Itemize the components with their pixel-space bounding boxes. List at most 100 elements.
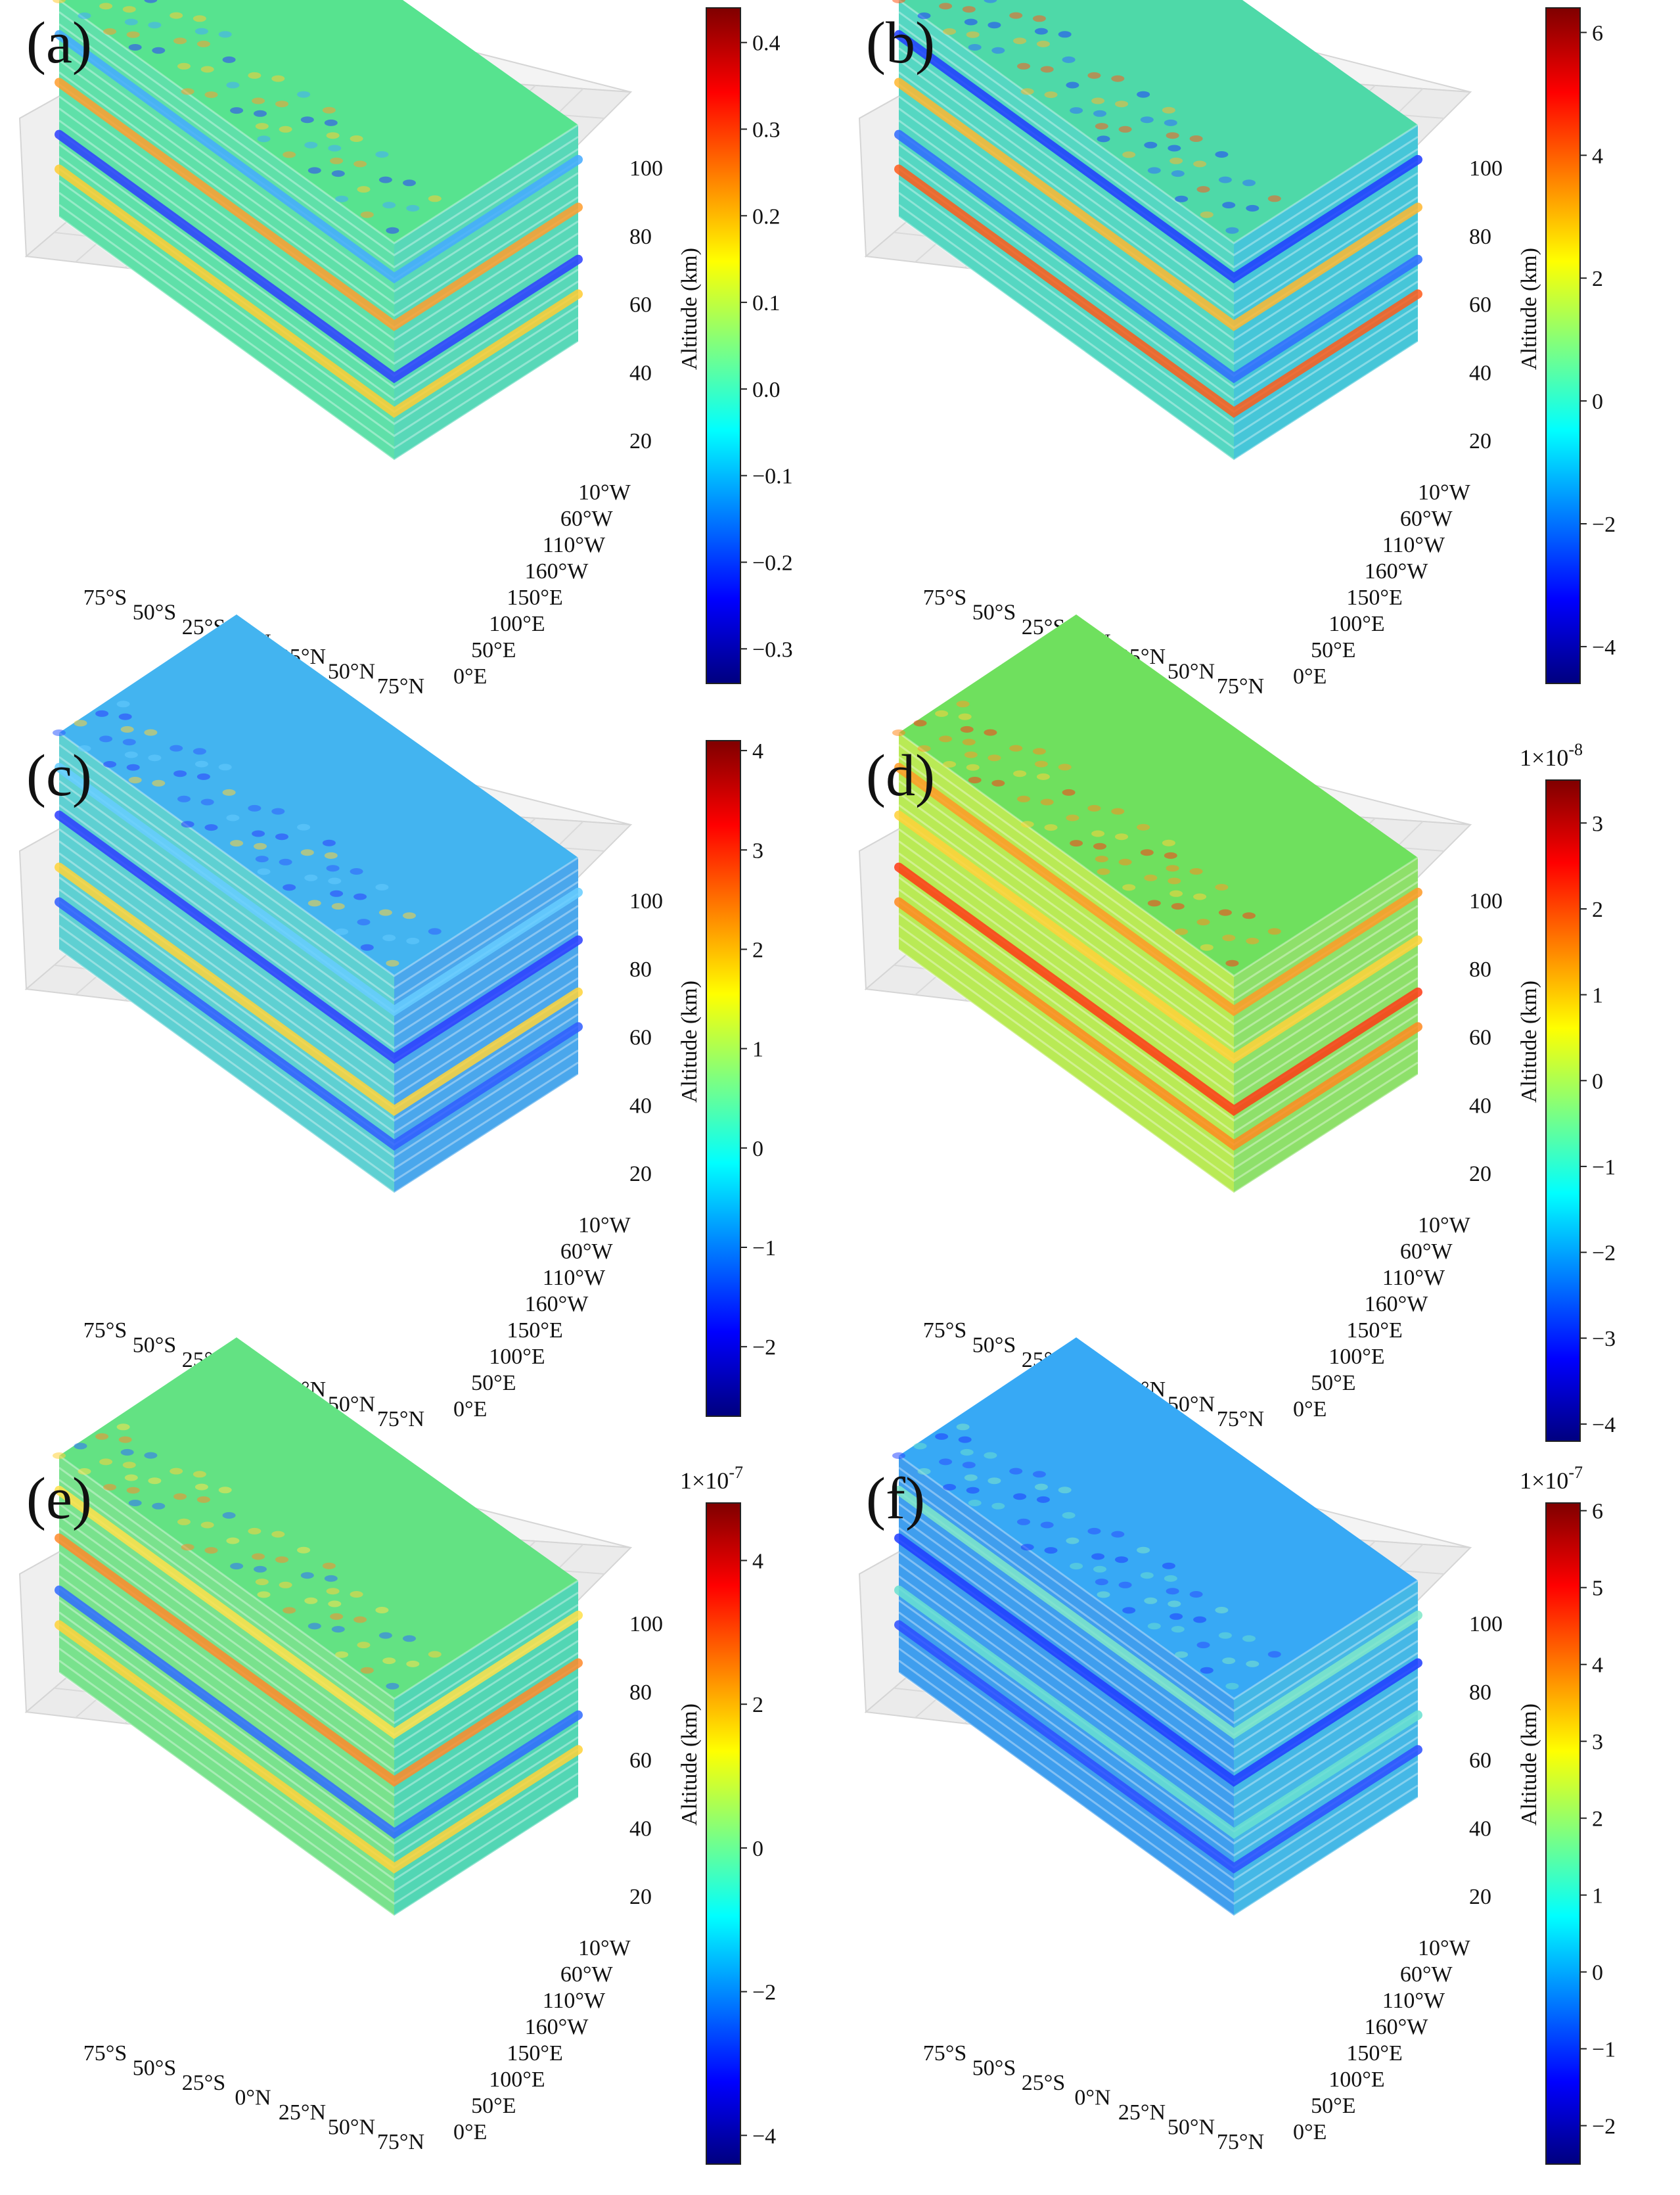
cube-right-face — [394, 125, 578, 460]
speckle — [962, 739, 976, 746]
colorbar-tick-label: 0.4 — [752, 32, 781, 56]
panel-label: (a) — [26, 11, 92, 76]
layer-stripe — [58, 216, 579, 461]
colorbar-tick-label: −2 — [1592, 513, 1616, 537]
speckle — [1122, 884, 1136, 891]
speckle — [1193, 893, 1207, 900]
speckle — [1034, 760, 1048, 768]
colorbar-tick-label: 4 — [1592, 1653, 1603, 1678]
lon-tick-label: 0°E — [1293, 2120, 1327, 2144]
speckle — [1020, 1544, 1034, 1551]
speckle — [254, 1565, 267, 1573]
speckle — [353, 893, 367, 900]
layer-stripe — [898, 1648, 1419, 1893]
speckle — [126, 1487, 140, 1494]
colorbar-tick-label: 0 — [1592, 1069, 1603, 1094]
speckle — [1175, 928, 1189, 935]
speckle — [968, 1500, 982, 1506]
speckle — [304, 1597, 318, 1604]
speckle — [1020, 821, 1034, 828]
layer-stripe — [898, 59, 1419, 305]
speckle — [128, 777, 142, 783]
layer-stripe — [898, 948, 1419, 1194]
lat-tick-label: 50°S — [133, 601, 177, 625]
speckle — [226, 81, 240, 89]
colorbar-tick-label: 0.2 — [752, 204, 781, 229]
colorbar-tick-label: 0.1 — [752, 291, 781, 315]
altitude-tick-label: 20 — [629, 1162, 652, 1186]
speckle — [297, 823, 311, 831]
speckle — [193, 15, 206, 22]
speckle — [1168, 877, 1181, 885]
speckle — [1144, 874, 1158, 881]
highlight-band — [894, 164, 1422, 418]
layer-stripe — [58, 936, 579, 1182]
lon-tick-label: 0°E — [1293, 664, 1327, 689]
speckle — [939, 3, 953, 10]
altitude-tick-label: 60 — [1469, 293, 1491, 317]
speckle — [53, 0, 66, 3]
speckle — [1242, 1635, 1256, 1642]
altitude-tick-label: 20 — [629, 429, 652, 453]
speckle — [1189, 868, 1203, 875]
speckle — [173, 770, 187, 777]
speckle — [1034, 28, 1048, 35]
speckle — [124, 18, 138, 26]
multiplier-exponent: -7 — [729, 1463, 743, 1482]
layer-stripe — [898, 120, 1419, 365]
speckle — [322, 106, 336, 114]
speckle — [252, 830, 265, 837]
altitude-axis: 20 40 60 80 100 Altitude (km) — [629, 1612, 702, 1909]
speckle — [1044, 91, 1058, 99]
speckle — [939, 1458, 953, 1466]
lon-tick-label: 160°W — [1365, 1292, 1429, 1316]
colorbar-gradient — [1545, 779, 1581, 1442]
lon-tick-label: 160°W — [1365, 559, 1429, 584]
panel-b: 75°S50°S25°S0°N25°N50°N75°N0°E50°E100°E1… — [858, 0, 1616, 699]
speckle — [1070, 107, 1083, 114]
speckle — [331, 170, 345, 177]
speckle — [1215, 1607, 1229, 1613]
speckle — [1017, 1518, 1030, 1525]
highlight-band — [55, 30, 583, 284]
speckle — [196, 1496, 210, 1503]
data-cube — [892, 0, 1422, 461]
speckle — [988, 754, 1001, 762]
layer-stripe — [898, 47, 1419, 293]
speckle — [283, 1607, 296, 1614]
cube-right-face — [1234, 1581, 1418, 1916]
lon-tick-label: 50°E — [1311, 2094, 1355, 2118]
cube-top-face — [899, 0, 1418, 243]
layer-stripe — [58, 840, 579, 1086]
colorbar-tick-label: −1 — [1592, 1155, 1616, 1180]
altitude-axis: 20 40 60 80 100 Altitude (km) — [1469, 1612, 1541, 1909]
speckle — [353, 1616, 367, 1623]
speckle — [943, 28, 957, 35]
lat-tick-label: 75°N — [377, 2130, 424, 2154]
speckle — [170, 745, 183, 752]
lon-tick-label: 160°W — [525, 1292, 589, 1316]
speckle — [307, 900, 321, 907]
speckle — [335, 195, 349, 202]
speckle — [1193, 160, 1207, 168]
speckle — [1164, 119, 1177, 126]
altitude-tick-label: 60 — [629, 1026, 652, 1050]
colorbar-tick-label: 2 — [752, 938, 763, 963]
altitude-axis: 20 40 60 80 100 Altitude (km) — [629, 889, 702, 1186]
speckle — [226, 1537, 240, 1544]
altitude-axis-label: Altitude (km) — [1517, 248, 1541, 370]
cube-top-face — [59, 0, 578, 243]
lon-tick-label: 100°E — [489, 1345, 545, 1369]
lat-tick-label: 50°S — [972, 1333, 1016, 1358]
altitude-tick-label: 60 — [629, 293, 652, 317]
cube-front-face — [59, 0, 394, 460]
speckle — [1111, 808, 1125, 815]
speckle — [144, 0, 158, 3]
layer-stripe — [898, 912, 1419, 1158]
layer-stripe — [898, 1599, 1419, 1845]
highlight-band — [55, 78, 583, 331]
speckle — [386, 959, 399, 967]
speckle — [177, 1518, 191, 1525]
